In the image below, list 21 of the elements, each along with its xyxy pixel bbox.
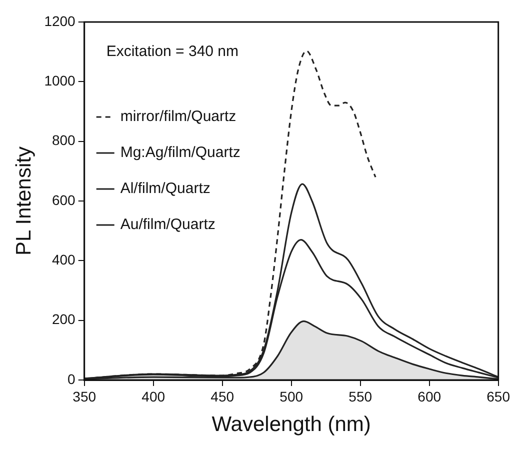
- legend-label: mirror/film/Quartz: [120, 108, 236, 126]
- legend-label: Al/film/Quartz: [120, 180, 210, 198]
- legend-label: Mg:Ag/film/Quartz: [120, 144, 240, 162]
- y-axis-title: PL Intensity: [12, 146, 36, 256]
- x-tick-label: 450: [210, 388, 234, 404]
- x-tick-label: 600: [418, 388, 442, 404]
- y-tick-label: 400: [52, 252, 76, 268]
- x-axis-title: Wavelength (nm): [212, 413, 371, 436]
- y-tick-label: 200: [52, 311, 76, 328]
- x-tick-label: 350: [72, 388, 96, 404]
- y-tick-label: 0: [68, 370, 76, 387]
- y-tick-label: 1000: [44, 72, 76, 89]
- legend-label: Au/film/Quartz: [120, 216, 216, 234]
- y-tick-label: 1200: [44, 12, 76, 29]
- x-tick-label: 500: [280, 388, 304, 404]
- y-tick-label: 600: [52, 192, 76, 208]
- annotation: Excitation = 340 nm: [106, 43, 239, 60]
- x-tick-label: 400: [142, 388, 166, 404]
- y-tick-label: 800: [52, 132, 76, 148]
- x-tick-label: 550: [348, 388, 372, 404]
- x-tick-label: 650: [486, 388, 510, 404]
